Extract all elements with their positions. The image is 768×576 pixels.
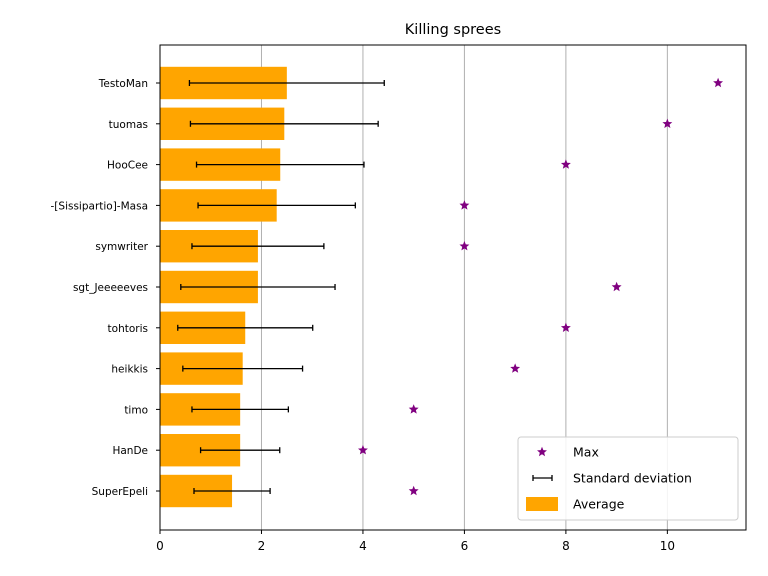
category-label: -[Sissipartio]-Masa <box>51 200 148 212</box>
max-marker <box>662 118 673 129</box>
max-markers <box>358 77 724 496</box>
legend-label: Standard deviation <box>573 471 692 486</box>
category-label: SuperEpeli <box>92 486 148 498</box>
errorbar <box>191 243 325 250</box>
x-tick-label: 10 <box>660 539 675 553</box>
x-tick-label: 2 <box>258 539 266 553</box>
legend-label: Average <box>573 497 625 512</box>
x-tick-label: 8 <box>562 539 570 553</box>
category-label: sgt_Jeeeeeves <box>73 282 148 294</box>
errorbar <box>191 406 290 413</box>
legend-bar-swatch <box>526 497 558 511</box>
category-label: heikkis <box>111 364 148 376</box>
x-tick-label: 4 <box>359 539 367 553</box>
chart-title: Killing sprees <box>405 22 501 38</box>
category-label: tuomas <box>109 119 148 131</box>
category-label: timo <box>124 404 148 416</box>
category-label: tohtoris <box>108 323 148 335</box>
legend-entry: Standard deviation <box>532 471 692 486</box>
max-marker <box>408 485 419 496</box>
x-tick-label: 6 <box>461 539 469 553</box>
legend-star-marker <box>537 446 547 457</box>
errorbar <box>180 284 336 290</box>
errorbar <box>197 202 356 209</box>
y-axis-ticks: TestoMan tuomas HooCee -[Sissipartio]-Masa s… <box>51 78 160 498</box>
max-marker <box>358 445 368 455</box>
max-marker <box>560 322 571 333</box>
x-tick-label: 0 <box>156 539 164 553</box>
legend: Max Standard deviation Average <box>517 436 739 521</box>
category-label: HanDe <box>112 445 148 457</box>
errorbar <box>199 447 281 454</box>
errorbar <box>188 80 385 86</box>
errorbar <box>195 161 365 168</box>
max-marker <box>611 281 622 292</box>
legend-entry: Max <box>537 445 599 460</box>
max-marker <box>510 363 521 373</box>
category-label: TestoMan <box>98 78 148 90</box>
legend-entry: Average <box>526 497 625 512</box>
x-axis-ticks: 0 2 4 6 8 10 <box>156 530 675 553</box>
legend-label: Max <box>573 445 599 460</box>
max-marker <box>459 241 470 251</box>
category-label: symwriter <box>95 241 148 253</box>
errorbar <box>177 324 314 331</box>
errorbar <box>182 365 304 372</box>
max-marker <box>713 77 724 88</box>
max-marker <box>408 404 419 414</box>
errorbar <box>189 120 379 127</box>
legend-box <box>517 436 739 521</box>
max-marker <box>459 200 470 210</box>
max-marker <box>560 159 571 169</box>
errorbar <box>193 488 271 494</box>
error-bars <box>177 80 385 494</box>
category-label: HooCee <box>107 160 148 172</box>
